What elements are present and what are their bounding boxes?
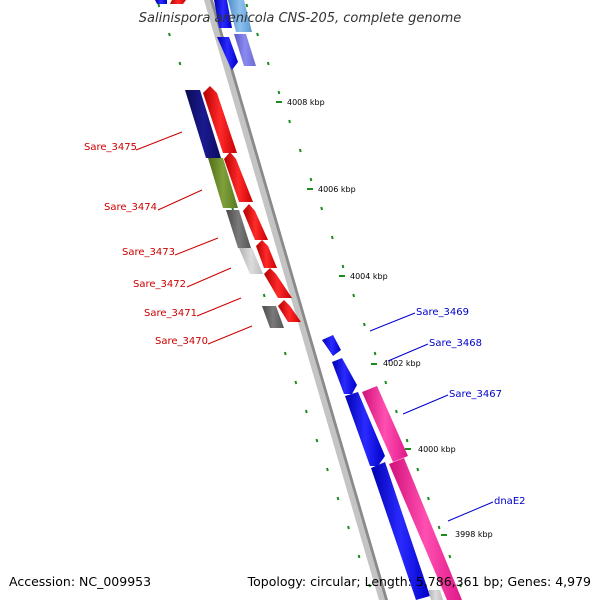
kbp-scale-labels: 4008 kbp 4006 kbp 4004 kbp 4002 kbp 4000… <box>276 98 493 539</box>
outer-track-tick <box>395 409 398 414</box>
inner-track-tick <box>262 293 266 298</box>
gene-sare-3467 <box>345 392 385 466</box>
reverse-gene-labels: Sare_3475 Sare_3474 Sare_3473 Sare_3472 … <box>84 131 253 347</box>
outer-track-tick <box>437 525 441 530</box>
gene-sare-3470-red <box>278 300 301 322</box>
gene-dnae2-pink <box>389 458 462 600</box>
gene-top-sky <box>228 0 252 32</box>
inner-track-tick <box>357 554 361 559</box>
gene-top-blue-2 <box>214 0 232 28</box>
map-title: Salinispora arenicola CNS-205, complete … <box>139 11 461 26</box>
outer-track-tick <box>384 380 388 385</box>
gene-features <box>155 0 462 600</box>
outer-track-tick <box>352 293 356 298</box>
outer-track-tick <box>309 177 313 182</box>
outer-track-tick <box>245 3 249 8</box>
outer-track-tick <box>427 496 430 501</box>
inner-track-tick <box>283 351 287 356</box>
gene-sare-3472-red <box>256 240 277 268</box>
gene-upper-blue <box>217 37 238 70</box>
label-dnae2[interactable]: dnaE2 <box>494 496 526 507</box>
label-sare-3471[interactable]: Sare_3471 <box>144 308 197 319</box>
outer-track-tick <box>298 148 302 153</box>
gene-dnae2 <box>371 462 430 600</box>
gene-sare-3475-red <box>203 86 237 153</box>
backbone <box>204 0 388 600</box>
outer-track-tick <box>363 322 366 327</box>
outer-track-tick <box>330 235 334 240</box>
tick-label-4008: 4008 kbp <box>287 98 325 107</box>
tick-label-4002: 4002 kbp <box>383 359 421 368</box>
outer-track-tick <box>373 351 377 356</box>
outer-track-tick <box>448 554 452 559</box>
outer-track-tick <box>416 467 420 472</box>
inner-track-tick <box>368 583 371 588</box>
tick-label-4000: 4000 kbp <box>418 445 456 454</box>
gene-sare-3475 <box>185 90 221 158</box>
label-sare-3474[interactable]: Sare_3474 <box>104 202 157 213</box>
accession-text: Accession: NC_009953 <box>9 574 151 589</box>
inner-track-tick <box>178 61 182 66</box>
label-sare-3469[interactable]: Sare_3469 <box>416 307 469 318</box>
inner-track-tick <box>326 467 329 472</box>
gene-bottom-light <box>428 590 443 600</box>
tick-label-3998: 3998 kbp <box>455 530 493 539</box>
label-sare-3475[interactable]: Sare_3475 <box>84 142 137 153</box>
inner-track-tick <box>157 3 161 8</box>
outer-track-tick <box>256 32 259 37</box>
tick-label-4004: 4004 kbp <box>350 272 388 281</box>
label-sare-3473[interactable]: Sare_3473 <box>122 247 175 258</box>
outer-tick-track <box>245 3 462 588</box>
inner-track-tick <box>315 438 319 443</box>
inner-track-tick <box>336 496 340 501</box>
genome-summary-text: Topology: circular; Length: 5,786,361 bp… <box>247 574 591 589</box>
outer-track-tick <box>277 90 281 95</box>
inner-track-tick <box>294 380 298 385</box>
gene-sare-3473-red <box>243 204 268 240</box>
outer-track-tick <box>341 264 345 269</box>
gene-sare-3472 <box>239 248 263 274</box>
gene-upper-slate <box>234 34 256 66</box>
gene-sare-3469 <box>322 335 341 356</box>
outer-track-tick <box>266 61 270 66</box>
label-sare-3470[interactable]: Sare_3470 <box>155 336 208 347</box>
outer-track-tick <box>405 438 409 443</box>
tick-label-4006: 4006 kbp <box>318 185 356 194</box>
outer-track-tick <box>320 206 324 211</box>
gene-sare-3470 <box>262 306 284 328</box>
gene-sare-3467-pink <box>362 386 408 462</box>
gene-sare-3473 <box>226 210 251 248</box>
gene-top-blue <box>155 0 167 4</box>
inner-track-tick <box>305 409 308 414</box>
forward-gene-labels: Sare_3469 Sare_3468 Sare_3467 dnaE2 <box>369 307 526 522</box>
outer-track-tick <box>459 583 462 588</box>
label-sare-3468[interactable]: Sare_3468 <box>429 338 482 349</box>
label-sare-3467[interactable]: Sare_3467 <box>449 389 502 400</box>
outer-track-tick <box>288 119 291 124</box>
label-sare-3472[interactable]: Sare_3472 <box>133 279 186 290</box>
inner-track-tick <box>347 525 350 530</box>
gene-top-red <box>170 0 186 4</box>
gene-sare-3474-red <box>224 152 253 202</box>
gene-sare-3468 <box>332 358 357 394</box>
gene-sare-3471-red <box>264 268 292 298</box>
gene-sare-3474 <box>208 158 238 208</box>
inner-track-tick <box>168 32 171 37</box>
